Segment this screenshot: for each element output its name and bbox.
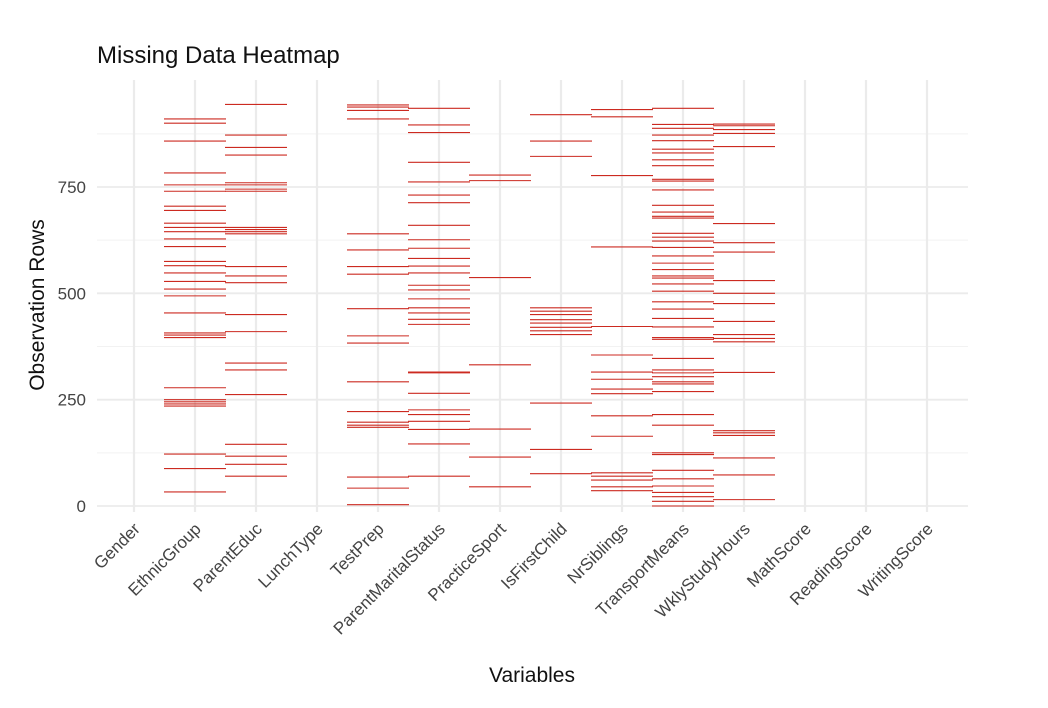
y-tick-label: 0: [77, 497, 86, 516]
x-tick-label: ParentMaritalStatus: [330, 519, 449, 638]
grid-lines: [97, 80, 968, 512]
missing-marks: [164, 103, 775, 507]
x-tick-label: Gender: [90, 519, 144, 573]
x-tick-label: TestPrep: [327, 519, 388, 580]
y-tick-label: 750: [58, 178, 86, 197]
chart-title: Missing Data Heatmap: [97, 42, 340, 69]
x-tick-label: LunchType: [255, 519, 327, 591]
x-axis-title: Variables: [489, 664, 575, 687]
y-tick-label: 250: [58, 391, 86, 410]
x-tick-label: IsFirstChild: [497, 519, 571, 593]
y-tick-label: 500: [58, 284, 86, 303]
